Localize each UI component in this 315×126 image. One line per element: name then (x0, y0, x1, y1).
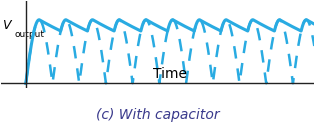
Text: Time: Time (153, 67, 187, 81)
Text: output: output (15, 29, 45, 39)
Text: $V$: $V$ (2, 19, 14, 32)
Text: (c) With capacitor: (c) With capacitor (96, 108, 219, 122)
